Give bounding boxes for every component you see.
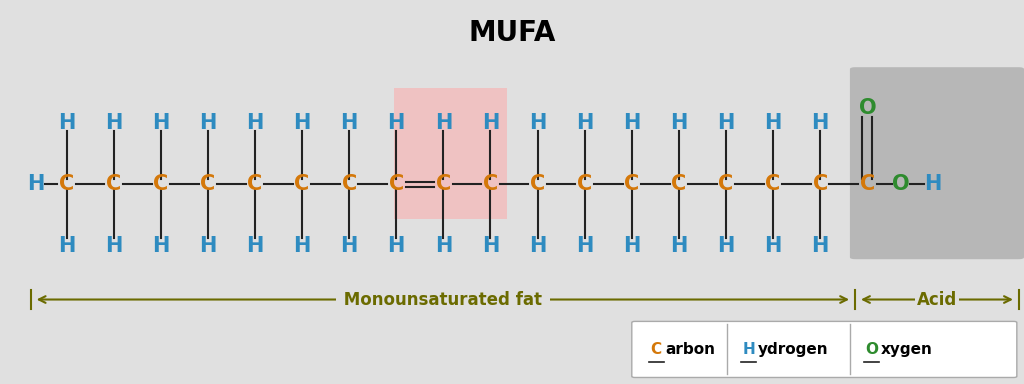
Text: C: C — [530, 174, 545, 194]
Text: H: H — [341, 236, 357, 256]
Text: H: H — [482, 113, 499, 133]
Text: H: H — [58, 113, 75, 133]
Text: H: H — [482, 236, 499, 256]
FancyBboxPatch shape — [632, 321, 1017, 377]
Text: H: H — [924, 174, 941, 194]
Text: Monounsaturated fat: Monounsaturated fat — [338, 291, 548, 308]
Text: H: H — [341, 113, 357, 133]
Text: arbon: arbon — [666, 342, 716, 357]
Text: H: H — [671, 236, 687, 256]
Text: H: H — [742, 342, 755, 357]
Text: ydrogen: ydrogen — [758, 342, 828, 357]
Text: MUFA: MUFA — [468, 19, 556, 47]
Text: H: H — [765, 236, 781, 256]
Text: H: H — [153, 113, 169, 133]
Text: C: C — [766, 174, 780, 194]
Text: H: H — [247, 236, 263, 256]
Text: H: H — [624, 236, 640, 256]
Text: H: H — [247, 113, 263, 133]
Text: H: H — [200, 113, 216, 133]
Text: C: C — [719, 174, 733, 194]
Text: H: H — [765, 113, 781, 133]
Text: H: H — [200, 236, 216, 256]
Text: C: C — [813, 174, 827, 194]
Text: C: C — [201, 174, 215, 194]
Text: C: C — [342, 174, 356, 194]
Text: H: H — [812, 236, 828, 256]
Text: xygen: xygen — [881, 342, 933, 357]
Text: H: H — [388, 113, 404, 133]
Text: H: H — [577, 236, 593, 256]
Text: H: H — [435, 113, 452, 133]
FancyBboxPatch shape — [394, 88, 507, 219]
Text: C: C — [59, 174, 74, 194]
FancyBboxPatch shape — [850, 67, 1024, 259]
Text: H: H — [294, 113, 310, 133]
Text: H: H — [58, 236, 75, 256]
Text: C: C — [389, 174, 403, 194]
Text: C: C — [295, 174, 309, 194]
Text: H: H — [718, 113, 734, 133]
Text: H: H — [718, 236, 734, 256]
Text: C: C — [436, 174, 451, 194]
Text: C: C — [483, 174, 498, 194]
Text: H: H — [105, 236, 122, 256]
Text: H: H — [529, 113, 546, 133]
Text: C: C — [106, 174, 121, 194]
Text: O: O — [893, 174, 910, 194]
Text: H: H — [812, 113, 828, 133]
Text: O: O — [865, 342, 879, 357]
Text: H: H — [388, 236, 404, 256]
Text: H: H — [105, 113, 122, 133]
Text: C: C — [672, 174, 686, 194]
Text: H: H — [153, 236, 169, 256]
Text: H: H — [294, 236, 310, 256]
Text: O: O — [858, 98, 877, 118]
Text: C: C — [154, 174, 168, 194]
Text: C: C — [248, 174, 262, 194]
Text: H: H — [28, 174, 44, 194]
Text: C: C — [860, 174, 874, 194]
Text: H: H — [435, 236, 452, 256]
Text: C: C — [625, 174, 639, 194]
Text: H: H — [671, 113, 687, 133]
Text: H: H — [529, 236, 546, 256]
Text: C: C — [578, 174, 592, 194]
Text: H: H — [577, 113, 593, 133]
Text: Acid: Acid — [916, 291, 957, 308]
Text: C: C — [650, 342, 662, 357]
Text: H: H — [624, 113, 640, 133]
